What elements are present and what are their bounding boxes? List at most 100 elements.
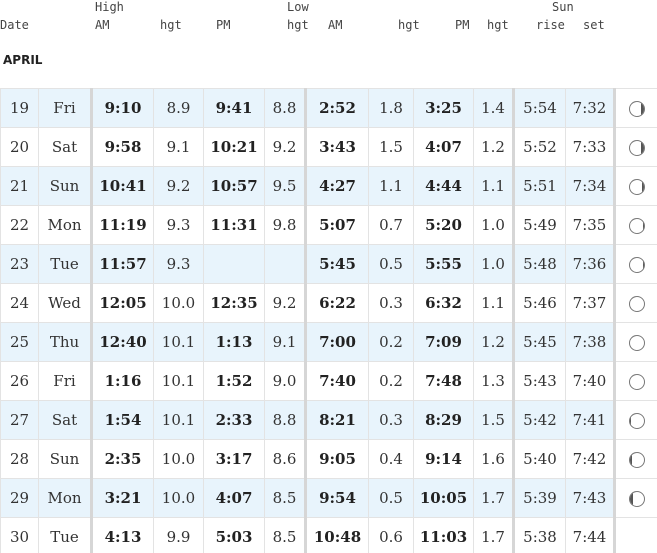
moon-gibbous-icon — [628, 179, 645, 195]
moon-phase-cell — [613, 205, 657, 245]
high-am-height-cell: 10.0 — [153, 439, 204, 479]
high-pm-height-cell — [264, 244, 306, 284]
high-am-time-cell: 9:10 — [90, 88, 154, 128]
moon-phase-cell — [613, 322, 657, 362]
high-am-height-cell: 10.1 — [153, 322, 204, 362]
low-pm-height-cell: 1.3 — [473, 361, 514, 401]
low-pm-height-cell: 1.6 — [473, 439, 514, 479]
day-cell: Mon — [38, 205, 92, 245]
date-header: Date — [0, 18, 29, 32]
low-pm-time-cell: 5:55 — [413, 244, 474, 284]
moon-waning-gibbous-icon — [628, 413, 645, 429]
day-cell: Sun — [38, 439, 92, 479]
low-pm-height-cell: 1.5 — [473, 400, 514, 440]
high-pm-time-cell: 4:07 — [203, 478, 265, 518]
low-pm-time-cell: 6:32 — [413, 283, 474, 323]
moon-gibbous-icon — [628, 257, 645, 273]
low-pm-height-cell: 1.2 — [473, 127, 514, 167]
date-cell: 25 — [0, 322, 39, 362]
high-pm-header: PM — [216, 18, 231, 32]
high-pm-height-cell: 9.2 — [264, 283, 306, 323]
high-pm-time-cell: 3:17 — [203, 439, 265, 479]
day-cell: Mon — [38, 478, 92, 518]
table-row: 22 Mon 11:19 9.3 11:31 9.8 5:07 0.7 5:20 1.0 5:49 7… — [0, 205, 657, 245]
moon-phase-cell — [613, 361, 657, 401]
low-am-height-cell: 0.2 — [368, 322, 414, 362]
day-cell: Fri — [38, 88, 92, 128]
sunrise-cell: 5:40 — [512, 439, 566, 479]
moon-full-icon — [628, 335, 645, 351]
high-am-height-cell: 10.0 — [153, 478, 204, 518]
high-am-height-cell: 9.3 — [153, 244, 204, 284]
moon-gibbous-icon — [628, 101, 645, 117]
table-row: 20 Sat 9:58 9.1 10:21 9.2 3:43 1.5 4:07 1.2 5:52 7:… — [0, 127, 657, 167]
high-am-time-cell: 9:58 — [90, 127, 154, 167]
low-pm-height-cell: 1.7 — [473, 478, 514, 518]
low-am-height-cell: 1.8 — [368, 88, 414, 128]
day-cell: Fri — [38, 361, 92, 401]
moon-phase-cell — [613, 127, 657, 167]
low-am-time-cell: 7:40 — [304, 361, 369, 401]
sunrise-cell: 5:51 — [512, 166, 566, 206]
low-am-time-cell: 8:21 — [304, 400, 369, 440]
month-label: APRIL — [3, 53, 43, 67]
high-am-hgt-header: hgt — [160, 18, 182, 32]
low-am-time-cell: 5:07 — [304, 205, 369, 245]
moon-phase-cell — [613, 400, 657, 440]
date-cell: 24 — [0, 283, 39, 323]
low-pm-height-cell: 1.1 — [473, 166, 514, 206]
day-cell: Tue — [38, 517, 92, 553]
table-row: 30 Tue 4:13 9.9 5:03 8.5 10:48 0.6 11:03 1.7 5:38 7… — [0, 517, 657, 553]
high-am-time-cell: 12:40 — [90, 322, 154, 362]
high-am-height-cell: 10.1 — [153, 361, 204, 401]
high-am-height-cell: 9.9 — [153, 517, 204, 553]
low-am-height-cell: 0.5 — [368, 478, 414, 518]
sunrise-cell: 5:52 — [512, 127, 566, 167]
low-pm-height-cell: 1.0 — [473, 244, 514, 284]
day-cell: Tue — [38, 244, 92, 284]
day-cell: Sat — [38, 127, 92, 167]
sunset-cell: 7:34 — [565, 166, 615, 206]
high-pm-height-cell: 9.5 — [264, 166, 306, 206]
table-row: 25 Thu 12:40 10.1 1:13 9.1 7:00 0.2 7:09 1.2 5:45 7… — [0, 322, 657, 362]
high-pm-time-cell: 5:03 — [203, 517, 265, 553]
high-pm-height-cell: 9.2 — [264, 127, 306, 167]
high-pm-time-cell: 1:52 — [203, 361, 265, 401]
table-row: 19 Fri 9:10 8.9 9:41 8.8 2:52 1.8 3:25 1.4 5:54 7:3… — [0, 88, 657, 128]
sunset-cell: 7:36 — [565, 244, 615, 284]
low-am-height-cell: 0.7 — [368, 205, 414, 245]
sunset-cell: 7:42 — [565, 439, 615, 479]
low-pm-height-cell: 1.2 — [473, 322, 514, 362]
high-am-height-cell: 9.3 — [153, 205, 204, 245]
moon-full-icon — [628, 296, 645, 312]
table-row: 29 Mon 3:21 10.0 4:07 8.5 9:54 0.5 10:05 1.7 5:39 7… — [0, 478, 657, 518]
low-am-height-cell: 1.1 — [368, 166, 414, 206]
high-pm-height-cell: 9.1 — [264, 322, 306, 362]
low-pm-time-cell: 4:07 — [413, 127, 474, 167]
low-am-time-cell: 10:48 — [304, 517, 369, 553]
high-pm-height-cell: 8.5 — [264, 478, 306, 518]
moon-phase-cell — [613, 166, 657, 206]
moon-phase-cell — [613, 439, 657, 479]
moon-phase-cell — [613, 478, 657, 518]
sunrise-cell: 5:38 — [512, 517, 566, 553]
sunrise-cell: 5:48 — [512, 244, 566, 284]
table-row: 27 Sat 1:54 10.1 2:33 8.8 8:21 0.3 8:29 1.5 5:42 7:… — [0, 400, 657, 440]
sunset-header: set — [583, 18, 605, 32]
high-am-time-cell: 11:57 — [90, 244, 154, 284]
sunset-cell: 7:38 — [565, 322, 615, 362]
low-am-time-cell: 2:52 — [304, 88, 369, 128]
high-pm-height-cell: 8.6 — [264, 439, 306, 479]
date-cell: 27 — [0, 400, 39, 440]
moon-phase-cell — [613, 244, 657, 284]
date-cell: 28 — [0, 439, 39, 479]
sunrise-cell: 5:42 — [512, 400, 566, 440]
sunrise-cell: 5:39 — [512, 478, 566, 518]
low-am-time-cell: 6:22 — [304, 283, 369, 323]
date-cell: 26 — [0, 361, 39, 401]
day-cell: Wed — [38, 283, 92, 323]
low-pm-time-cell: 8:29 — [413, 400, 474, 440]
low-am-height-cell: 0.2 — [368, 361, 414, 401]
day-cell: Sat — [38, 400, 92, 440]
sunset-cell: 7:41 — [565, 400, 615, 440]
